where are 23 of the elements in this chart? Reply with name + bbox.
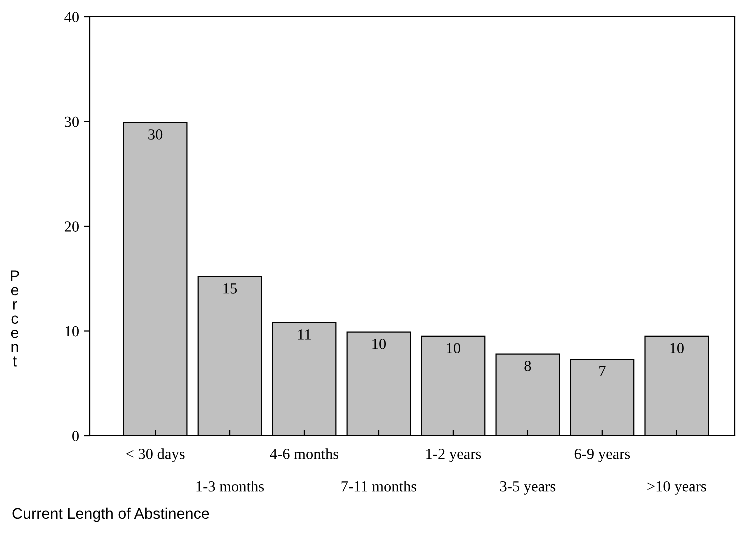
y-tick-label: 20 — [64, 222, 79, 232]
x-tick-label: 6-9 years — [574, 449, 630, 462]
data-label: 11 — [298, 330, 311, 340]
data-label: 10 — [372, 339, 386, 350]
data-label: 30 — [148, 130, 163, 140]
x-tick-label: 7-11 months — [342, 481, 417, 492]
y-tick-label: 40 — [64, 12, 79, 22]
x-tick-label: 3-5 years — [500, 481, 556, 495]
x-tick-label: 1-3 months — [196, 481, 264, 492]
x-tick-label: 4-6 months — [270, 448, 339, 460]
data-label: 10 — [447, 343, 461, 354]
data-label: 15 — [224, 284, 238, 294]
data-label: 8 — [524, 361, 532, 372]
data-label: 10 — [670, 343, 684, 354]
x-tick-label: 1-2 years — [426, 449, 482, 462]
y-tick-label: 30 — [65, 116, 79, 128]
x-tick-label: >10 years — [648, 481, 706, 495]
x-axis-title: Current Length of Abstinence — [12, 508, 210, 522]
y-axis-title: Percent — [11, 270, 20, 367]
y-tick-label: 10 — [66, 326, 79, 337]
data-label: 7 — [600, 366, 606, 376]
x-tick-label: < 30 days — [126, 448, 185, 462]
y-tick-label: 0 — [72, 431, 79, 442]
